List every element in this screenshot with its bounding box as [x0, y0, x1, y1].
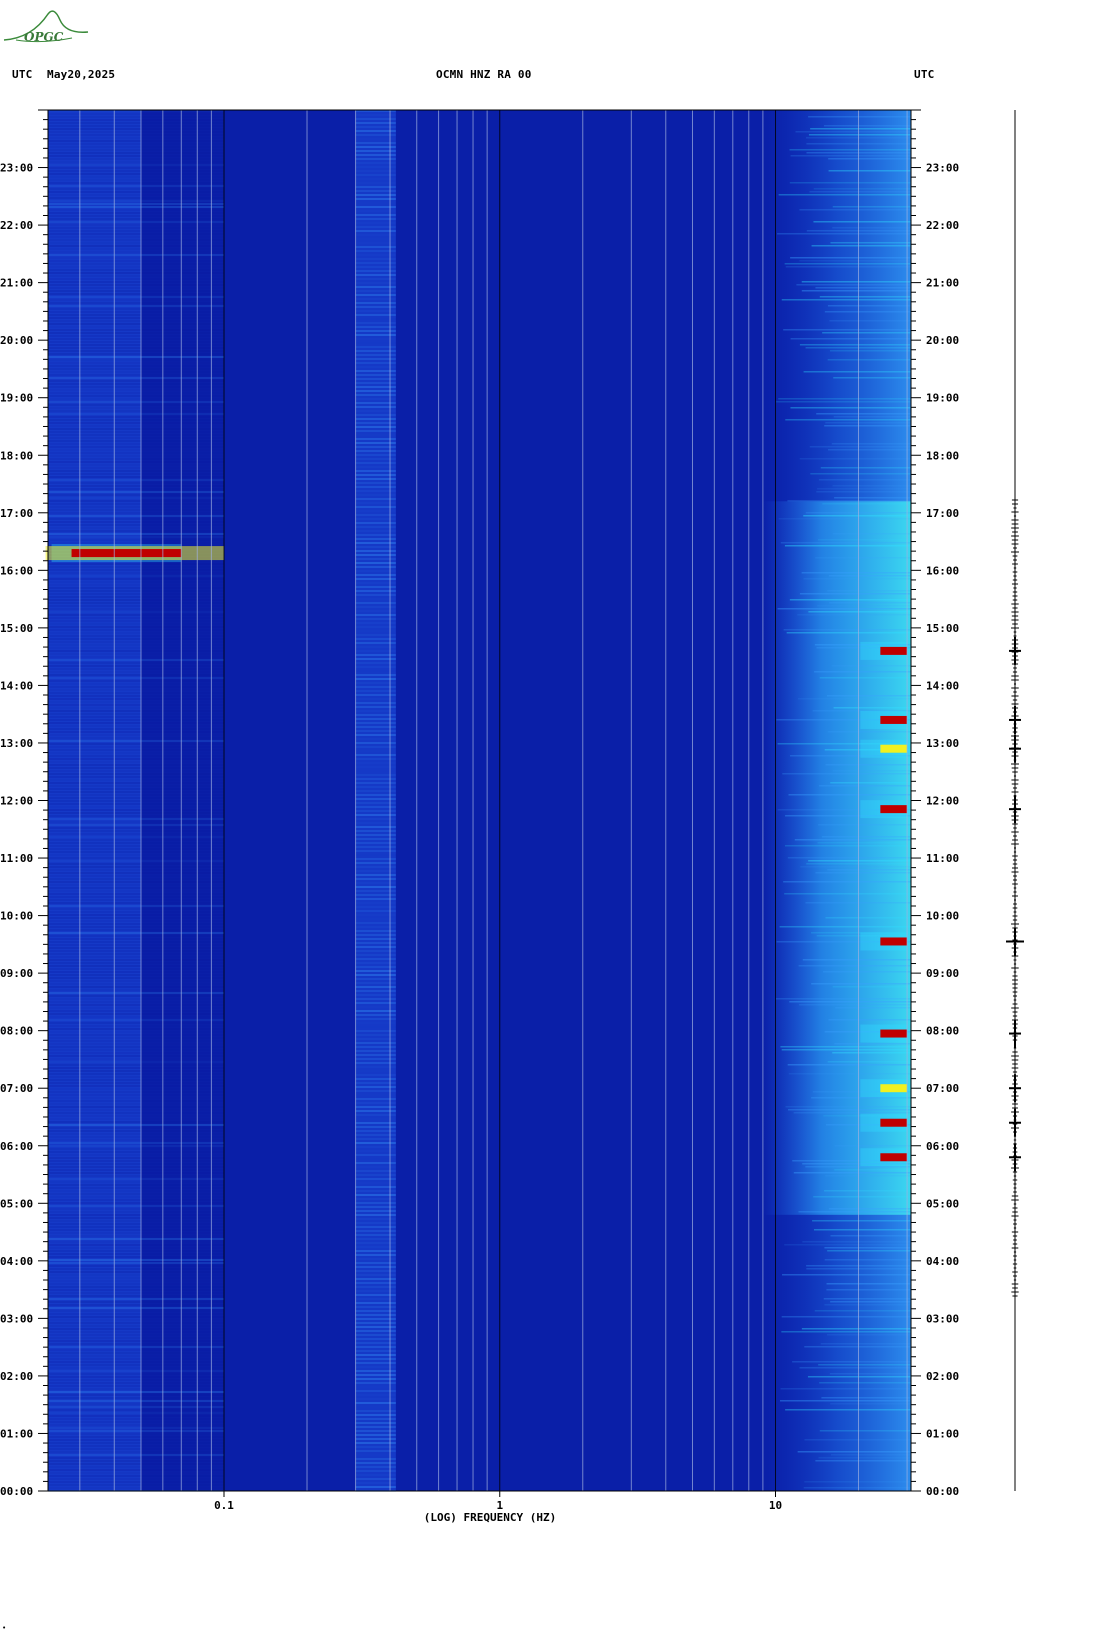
y-tick-label-left: 03:00 [0, 1312, 33, 1325]
y-tick-label-left: 07:00 [0, 1082, 33, 1095]
daytime-noise-band [762, 501, 911, 1215]
y-tick-label-left: 01:00 [0, 1427, 33, 1440]
energy-event [880, 715, 908, 724]
y-tick-label-right: 06:00 [926, 1140, 959, 1153]
y-tick-label-left: 22:00 [0, 219, 33, 232]
y-tick-label-right: 22:00 [926, 219, 959, 232]
y-tick-label-left: 15:00 [0, 622, 33, 635]
time-axis: 00:00 00:00 01:00 01:00 02:00 02:00 03:00 03:00… [0, 109, 959, 1498]
right-timezone-label: UTC [914, 68, 935, 81]
y-tick-label-left: 12:00 [0, 795, 33, 808]
y-tick-label-left: 16:00 [0, 564, 33, 577]
y-tick-label-right: 08:00 [926, 1025, 959, 1038]
y-tick-label-left: 23:00 [0, 162, 33, 175]
y-tick-label-right: 16:00 [926, 564, 959, 577]
y-tick-label-right: 15:00 [926, 622, 959, 635]
y-tick-label-right: 05:00 [926, 1197, 959, 1210]
y-tick-label-left: 08:00 [0, 1025, 33, 1038]
corner-mark: • [2, 1624, 7, 1632]
y-tick-label-left: 19:00 [0, 392, 33, 405]
energy-event [880, 646, 908, 655]
energy-event [880, 744, 908, 753]
y-tick-label-left: 13:00 [0, 737, 33, 750]
y-tick-label-left: 02:00 [0, 1370, 33, 1383]
energy-event [880, 1153, 908, 1162]
left-timezone-label: UTC [12, 68, 33, 81]
energy-event [880, 1029, 908, 1038]
y-tick-label-left: 20:00 [0, 334, 33, 347]
spectrogram-plot-area [48, 110, 911, 1492]
station-title: OCMN HNZ RA 00 [436, 68, 532, 81]
y-tick-label-right: 02:00 [926, 1370, 959, 1383]
y-tick-label-left: 09:00 [0, 967, 33, 980]
energy-event [880, 1118, 908, 1127]
y-tick-label-right: 11:00 [926, 852, 959, 865]
y-tick-label-right: 19:00 [926, 392, 959, 405]
y-tick-label-right: 21:00 [926, 277, 959, 290]
y-tick-label-left: 17:00 [0, 507, 33, 520]
y-tick-label-right: 07:00 [926, 1082, 959, 1095]
logo-text: OPGC [24, 30, 64, 44]
frequency-band [48, 110, 141, 1491]
energy-event [880, 805, 908, 814]
y-tick-label-left: 04:00 [0, 1255, 33, 1268]
date-label: May20,2025 [47, 68, 116, 81]
y-tick-label-left: 10:00 [0, 910, 33, 923]
frequency-band [355, 110, 396, 1491]
y-tick-label-right: 03:00 [926, 1312, 959, 1325]
y-tick-label-right: 09:00 [926, 967, 959, 980]
frequency-axis: 0.1 1 10 [214, 1491, 782, 1512]
y-tick-label-right: 18:00 [926, 449, 959, 462]
y-tick-label-right: 20:00 [926, 334, 959, 347]
y-tick-label-left: 18:00 [0, 449, 33, 462]
y-tick-label-left: 14:00 [0, 679, 33, 692]
y-tick-label-right: 00:00 [926, 1485, 959, 1498]
x-tick-label: 1 [496, 1499, 503, 1512]
frequency-gridlines [47, 109, 912, 1492]
opgc-logo: OPGC [2, 4, 92, 44]
x-axis-label: (LOG) FREQUENCY (HZ) [424, 1511, 556, 1524]
y-tick-label-right: 10:00 [926, 910, 959, 923]
y-tick-label-left: 06:00 [0, 1140, 33, 1153]
y-tick-label-right: 23:00 [926, 162, 959, 175]
y-tick-label-right: 01:00 [926, 1427, 959, 1440]
x-tick-label: 0.1 [214, 1499, 234, 1512]
energy-event-core [71, 549, 182, 558]
energy-event [880, 937, 908, 946]
energy-event [880, 1084, 908, 1093]
y-tick-label-left: 00:00 [0, 1485, 33, 1498]
observatory-logo-icon [3, 10, 89, 43]
y-tick-label-right: 12:00 [926, 795, 959, 808]
y-tick-label-right: 17:00 [926, 507, 959, 520]
y-tick-label-right: 04:00 [926, 1255, 959, 1268]
y-tick-label-left: 05:00 [0, 1197, 33, 1210]
y-tick-label-left: 11:00 [0, 852, 33, 865]
y-tick-label-right: 13:00 [926, 737, 959, 750]
y-tick-label-right: 14:00 [926, 679, 959, 692]
seismogram-trace [1006, 110, 1024, 1491]
y-tick-label-left: 21:00 [0, 277, 33, 290]
energy-events [45, 544, 908, 1167]
x-tick-label: 10 [769, 1499, 782, 1512]
